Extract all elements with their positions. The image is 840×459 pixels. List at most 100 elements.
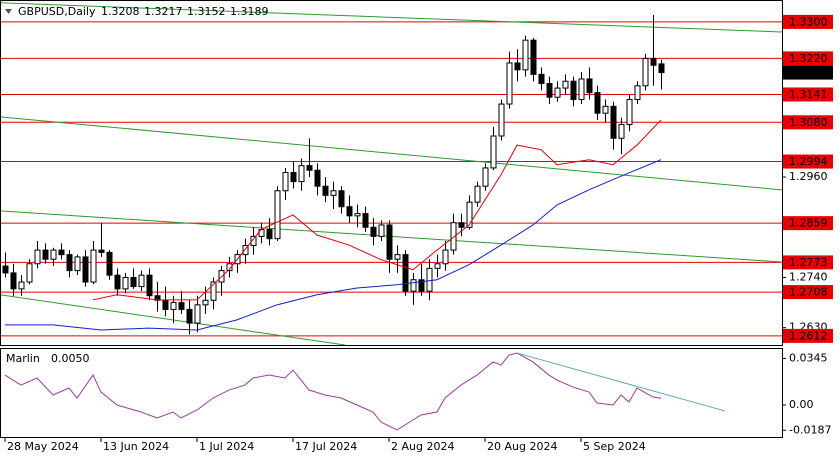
price-panel: [0, 2, 782, 345]
candle-body: [162, 299, 169, 310]
candle-body: [98, 249, 105, 253]
candle-body: [658, 63, 665, 74]
level-label-box: [783, 14, 833, 29]
candle-body: [570, 80, 577, 100]
current-price-box: [783, 65, 833, 80]
level-label: 1.3220: [789, 52, 828, 65]
header-high: 1.3217: [144, 5, 183, 18]
candle-body: [442, 249, 449, 265]
level-label: 1.2708: [789, 286, 828, 299]
candle-body: [426, 267, 433, 292]
candle-body: [562, 80, 569, 89]
candle-body: [634, 85, 641, 100]
candle-body: [410, 279, 417, 292]
moving-average: [5, 159, 662, 331]
moving-average: [92, 119, 662, 301]
candle-body: [106, 251, 113, 276]
indicator-tick-label: 0.0345: [789, 351, 828, 364]
x-tick-label: 28 May 2024: [7, 440, 79, 453]
candle-body: [50, 249, 57, 260]
candle-body: [578, 78, 585, 100]
candle-body: [650, 57, 657, 66]
trend-line: [0, 294, 346, 345]
candle-body: [594, 92, 601, 114]
level-label: 1.3300: [789, 15, 828, 28]
candle-body: [554, 87, 561, 98]
candle-body: [586, 78, 593, 94]
level-label-box: [783, 87, 833, 102]
candle-body: [354, 213, 361, 217]
candle-body: [266, 229, 273, 240]
candle-body: [434, 263, 441, 269]
level-label-box: [783, 216, 833, 231]
candle-body: [138, 274, 145, 288]
candle-body: [618, 124, 625, 139]
indicator-tick-label: -0.0187: [789, 423, 831, 436]
candle-body: [330, 190, 337, 196]
candle-body: [282, 172, 289, 192]
indicator-panel: [4, 352, 726, 431]
x-tick-label: 2 Aug 2024: [391, 440, 454, 453]
level-label-box: [783, 285, 833, 300]
candle-body: [186, 308, 193, 324]
candle-body: [450, 222, 457, 251]
candle-body: [66, 254, 73, 272]
candle-body: [378, 224, 385, 237]
candle-body: [298, 165, 305, 183]
level-label-box: [783, 51, 833, 66]
candle-body: [26, 263, 33, 283]
candle-body: [466, 201, 473, 228]
candle-body: [402, 254, 409, 292]
candle-body: [10, 272, 17, 290]
y-tick-label: 1.2740: [789, 270, 828, 283]
candle-body: [202, 299, 209, 306]
level-label: 1.2612: [789, 329, 828, 342]
candle-body: [602, 105, 609, 114]
indicator-value: 0.0050: [51, 352, 90, 365]
candle-body: [482, 167, 489, 187]
level-label: 1.2773: [789, 256, 828, 269]
candle-body: [122, 276, 129, 290]
candle-body: [506, 62, 513, 105]
candle-body: [418, 279, 425, 292]
candle-body: [314, 169, 321, 187]
symbol-icon: [5, 9, 12, 14]
candle-body: [642, 57, 649, 87]
candle-body: [250, 235, 257, 247]
candle-body: [146, 274, 153, 297]
level-label: 1.2859: [789, 217, 828, 230]
candle-body: [170, 302, 177, 310]
trend-line: [0, 2, 782, 33]
level-label: 1.2994: [789, 155, 828, 168]
level-label-box: [783, 154, 833, 169]
candle-body: [530, 39, 537, 75]
level-label: 1.3080: [789, 116, 828, 129]
current-price-label: 1.3189: [789, 66, 828, 79]
candle-body: [498, 103, 505, 137]
candle-body: [130, 276, 137, 288]
candle-body: [386, 224, 393, 260]
level-label-box: [783, 255, 833, 270]
candle-body: [58, 249, 65, 256]
candle-body: [490, 135, 497, 169]
candle-body: [34, 249, 41, 265]
x-tick-label: 1 Jul 2024: [199, 440, 254, 453]
candle-body: [194, 304, 201, 324]
x-tick-label: 17 Jul 2024: [295, 440, 357, 453]
candle-body: [290, 172, 297, 183]
price-frame: [0, 0, 783, 346]
x-tick-label: 20 Aug 2024: [487, 440, 557, 453]
candle-body: [394, 254, 401, 260]
level-label-box: [783, 328, 833, 343]
chart-title: GBPUSD,Daily: [18, 5, 96, 18]
candle-body: [346, 206, 353, 217]
level-label: 1.3141: [789, 88, 828, 101]
candle-body: [210, 281, 217, 301]
indicator-title: Marlin: [6, 352, 40, 365]
candle-body: [74, 256, 81, 272]
header-low: 1.3152: [187, 5, 226, 18]
candle-body: [522, 39, 529, 71]
candle-body: [338, 190, 345, 208]
candle-body: [626, 98, 633, 126]
